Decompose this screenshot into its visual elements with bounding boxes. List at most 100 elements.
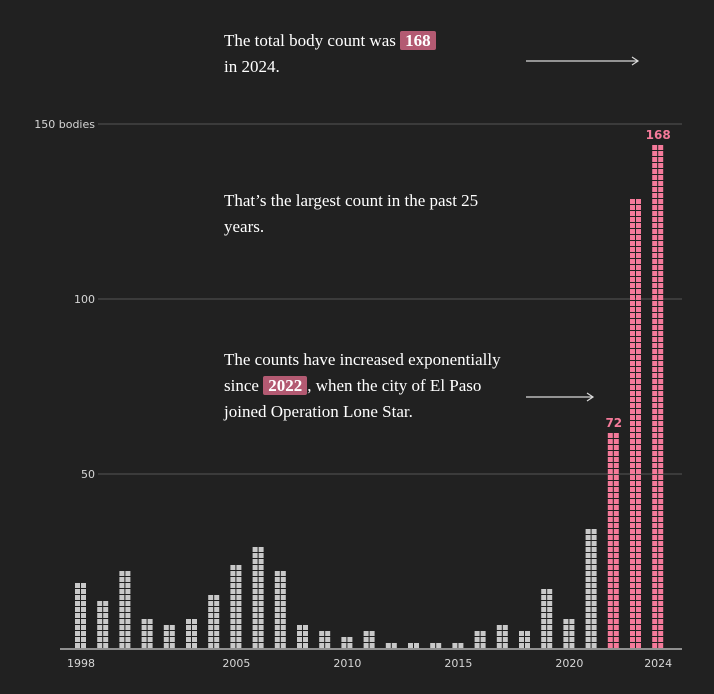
bar-cell — [81, 583, 86, 588]
bar-cell — [630, 319, 635, 324]
bar-cell — [563, 643, 569, 648]
bar-cell — [630, 493, 635, 498]
bar-cell — [613, 607, 619, 612]
bar-cell — [369, 631, 375, 636]
bar-cell — [658, 643, 664, 648]
bar-cell — [214, 631, 220, 636]
bar-cell — [274, 637, 280, 642]
bar-cell — [591, 619, 597, 624]
bar-cell — [658, 553, 664, 558]
bar-cell — [591, 589, 597, 594]
bar-cell — [636, 301, 641, 306]
bar-cell — [636, 391, 641, 396]
bar-cell — [613, 625, 619, 630]
bar-cell — [258, 601, 264, 606]
bar-cell — [230, 571, 236, 576]
bar-cell — [630, 301, 635, 306]
bar-cell — [652, 193, 658, 198]
bar-cell — [652, 187, 658, 192]
bar-cell — [652, 169, 658, 174]
bar-cell — [274, 643, 280, 648]
bar-cell — [280, 619, 286, 624]
bar-cell — [652, 625, 658, 630]
bar-cell — [652, 415, 658, 420]
bar-cell — [81, 589, 86, 594]
bar-cell — [630, 457, 635, 462]
bar-cell — [163, 637, 169, 642]
bar-cell — [103, 613, 109, 618]
bar-cell — [274, 583, 280, 588]
bar-2008 — [297, 625, 308, 648]
bar-cell — [274, 601, 280, 606]
bar-cell — [652, 301, 658, 306]
bar-cell — [230, 625, 236, 630]
bar-cell — [502, 643, 508, 648]
bar-cell — [458, 643, 464, 648]
bar-cell — [658, 583, 664, 588]
bar-cell — [613, 463, 619, 468]
bar-cell — [652, 235, 658, 240]
bar-cell — [325, 631, 331, 636]
bar-cell — [630, 313, 635, 318]
bar-cell — [652, 475, 658, 480]
bar-cell — [607, 517, 613, 522]
bar-cell — [591, 535, 597, 540]
bar-cell — [607, 589, 613, 594]
bar-cell — [97, 643, 103, 648]
bar-cell — [658, 541, 664, 546]
bar-cell — [258, 565, 264, 570]
bar-cell — [192, 631, 197, 636]
bar-cell — [607, 469, 613, 474]
bar-cell — [607, 541, 613, 546]
bar-cell — [502, 631, 508, 636]
bar-cell — [430, 643, 436, 648]
bar-cell — [607, 463, 613, 468]
bar-cell — [147, 631, 153, 636]
bar-cell — [636, 469, 641, 474]
bar-cell — [258, 613, 264, 618]
bar-cell — [636, 511, 641, 516]
bar-cell — [636, 487, 641, 492]
bar-cell — [280, 595, 286, 600]
bar-cell — [591, 643, 597, 648]
data-label-2022: 72 — [605, 416, 622, 430]
bar-cell — [630, 241, 635, 246]
bar-cell — [258, 595, 264, 600]
bar-cell — [591, 529, 597, 534]
bar-cell — [613, 499, 619, 504]
bar-cell — [274, 589, 280, 594]
bar-cell — [630, 289, 635, 294]
bar-cell — [125, 577, 131, 582]
bar-cell — [630, 565, 635, 570]
bar-cell — [214, 595, 220, 600]
bar-cell — [585, 619, 591, 624]
bar-cell — [591, 547, 597, 552]
bar-cell — [274, 613, 280, 618]
bar-cell — [496, 637, 502, 642]
bar-cell — [613, 583, 619, 588]
bar-cell — [636, 409, 641, 414]
bar-cell — [658, 235, 664, 240]
bar-cell — [474, 631, 480, 636]
bar-cell — [607, 547, 613, 552]
bar-cell — [280, 607, 286, 612]
bar-cell — [81, 643, 86, 648]
bar-cell — [607, 631, 613, 636]
bar-cell — [652, 337, 658, 342]
bar-cell — [303, 643, 308, 648]
bar-cell — [613, 493, 619, 498]
bar-cell — [585, 637, 591, 642]
bar-cell — [208, 595, 214, 600]
bar-cell — [652, 325, 658, 330]
bar-cell — [480, 631, 486, 636]
bar-cell — [658, 535, 664, 540]
bar-cell — [652, 523, 658, 528]
bar-cell — [169, 643, 175, 648]
bar-cell — [658, 223, 664, 228]
bar-cell — [274, 631, 280, 636]
bar-2022 — [607, 433, 619, 648]
bar-cell — [658, 625, 664, 630]
bar-2007 — [274, 571, 286, 648]
x-tick-label: 2024 — [644, 657, 672, 670]
